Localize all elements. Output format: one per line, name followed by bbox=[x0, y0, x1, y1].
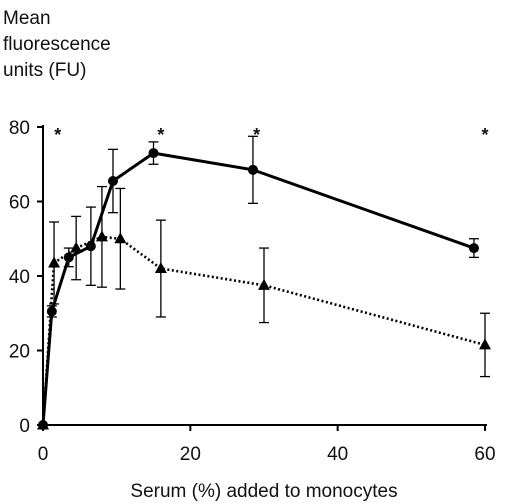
triangle-marker-2 bbox=[48, 256, 61, 268]
significance-marks: * * * * bbox=[54, 125, 488, 145]
y-tick-label-60: 60 bbox=[9, 193, 30, 214]
series-2 bbox=[37, 185, 491, 430]
y-tick-label-20: 20 bbox=[9, 342, 30, 363]
circle-marker-4 bbox=[85, 241, 96, 252]
significance-star-2: * bbox=[157, 125, 164, 145]
x-tick-label-20: 20 bbox=[180, 444, 201, 465]
triangle-marker-3 bbox=[70, 241, 83, 253]
significance-star-1: * bbox=[54, 125, 61, 145]
y-axis-label-line-1: Mean bbox=[3, 8, 51, 29]
x-tick-label-0: 0 bbox=[38, 444, 49, 465]
triangle-marker-8 bbox=[479, 338, 491, 350]
y-tick-label-0: 0 bbox=[19, 416, 30, 437]
y-axis-label-line-3: units (FU) bbox=[3, 60, 86, 81]
significance-star-4: * bbox=[481, 125, 488, 145]
series-line-2 bbox=[41, 235, 486, 426]
triangle-marker-5 bbox=[114, 232, 127, 244]
y-tick-label-40: 40 bbox=[9, 267, 30, 288]
circle-marker-8 bbox=[468, 243, 479, 254]
x-tick-label-60: 60 bbox=[474, 444, 495, 465]
triangle-marker-7 bbox=[258, 278, 270, 290]
circle-marker-5 bbox=[107, 176, 118, 187]
y-axis-label-line-2: fluorescence bbox=[3, 34, 111, 55]
series-layer bbox=[37, 135, 491, 430]
significance-star-3: * bbox=[253, 125, 260, 145]
x-tick-label-40: 40 bbox=[327, 444, 348, 465]
triangle-marker-1 bbox=[37, 418, 49, 430]
circle-marker-7 bbox=[247, 164, 258, 175]
y-axis-label: Mean fluorescence units (FU) bbox=[3, 8, 111, 81]
y-tick-label-80: 80 bbox=[9, 118, 30, 139]
circle-marker-6 bbox=[148, 148, 159, 159]
triangle-marker-4 bbox=[95, 230, 108, 242]
axes: 0 20 40 60 80 0 20 40 60 bbox=[9, 118, 496, 465]
series-1 bbox=[38, 135, 479, 430]
x-axis-label: Serum (%) added to monocytes bbox=[130, 481, 397, 502]
triangle-marker-6 bbox=[154, 262, 167, 274]
